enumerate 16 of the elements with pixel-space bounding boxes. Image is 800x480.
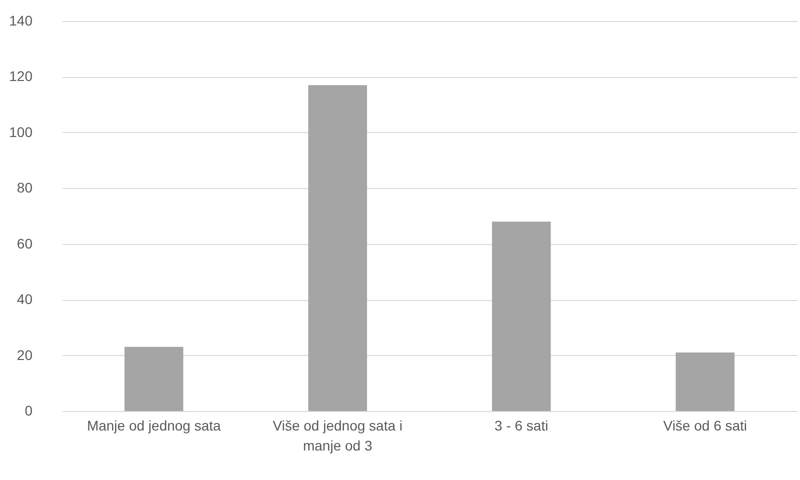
y-tick-label: 0 — [24, 402, 33, 418]
x-tick-label: Više od jednog sata i manje od 3 — [272, 418, 402, 454]
y-tick-label: 60 — [16, 235, 33, 252]
y-tick-label: 120 — [9, 68, 33, 84]
bar — [124, 346, 184, 411]
bar — [492, 222, 551, 411]
x-tick-label: Više od 6 sati — [663, 418, 748, 434]
x-tick-label: Manje od jednog sata — [86, 418, 222, 434]
y-tick-label: 140 — [9, 12, 33, 28]
y-tick-label: 20 — [16, 346, 33, 363]
y-tick-label: 80 — [16, 180, 33, 196]
bar — [676, 352, 735, 411]
x-tick-label: 3 - 6 sati — [494, 418, 548, 434]
bar — [308, 85, 368, 411]
y-tick-label: 40 — [16, 291, 33, 308]
y-tick-label: 100 — [9, 124, 33, 140]
